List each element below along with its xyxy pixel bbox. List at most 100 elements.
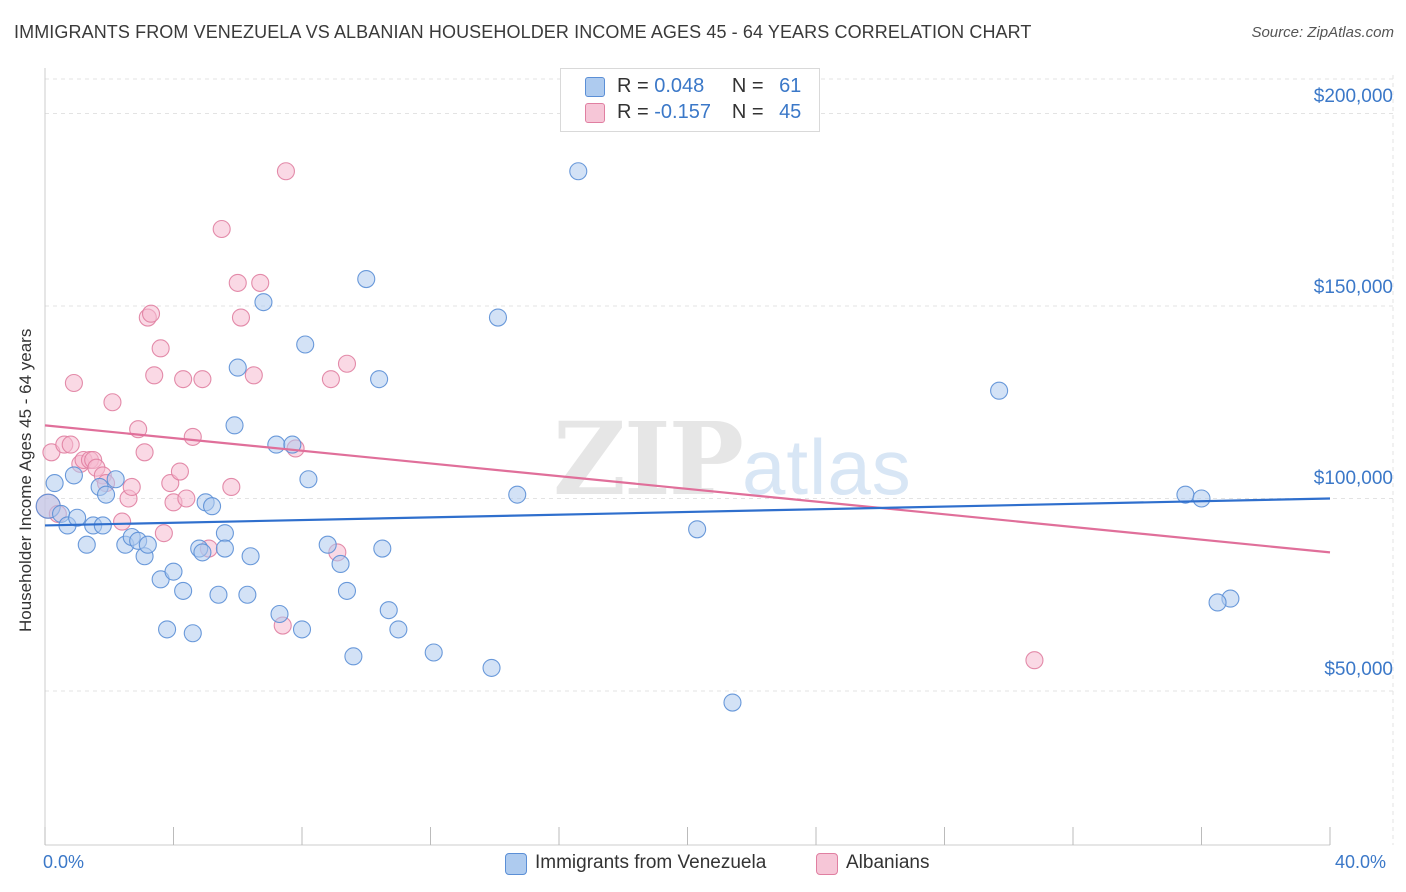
venezuela-point-21 xyxy=(183,624,202,643)
albanians-point-16 xyxy=(122,477,141,497)
albanians-point-27 xyxy=(177,489,196,508)
albanians-point-36 xyxy=(251,273,270,292)
venezuela-point-49 xyxy=(488,308,508,327)
albanians-point-40 xyxy=(321,370,340,389)
venezuela-point-50 xyxy=(482,658,501,677)
legend-item-swatch-albanians xyxy=(816,853,838,875)
venezuela-point-33 xyxy=(267,435,286,454)
venezuela-point-19 xyxy=(164,562,183,581)
legend-item-swatch-venezuela xyxy=(505,853,527,875)
venezuela-point-16 xyxy=(138,535,157,554)
albanians-points xyxy=(35,162,1044,670)
venezuela-point-20 xyxy=(174,581,193,600)
venezuela-point-54 xyxy=(723,693,742,712)
albanians-point-25 xyxy=(170,462,189,481)
albanians-point-33 xyxy=(228,273,247,292)
venezuela-point-47 xyxy=(389,620,408,639)
venezuela-point-26 xyxy=(209,585,228,604)
trend-lines xyxy=(44,424,1331,554)
venezuela-point-32 xyxy=(254,293,273,312)
gridlines xyxy=(45,75,1395,845)
n-value-albanians: 45 xyxy=(779,101,802,123)
venezuela-point-11 xyxy=(106,470,125,489)
venezuela-point-37 xyxy=(296,335,315,354)
albanians-point-18 xyxy=(135,443,154,462)
albanians-point-26 xyxy=(174,370,193,389)
venezuela-points xyxy=(35,162,1240,712)
venezuela-point-6 xyxy=(77,535,96,554)
venezuela-point-51 xyxy=(508,485,527,504)
correlation-legend: R = 0.048 N = 61 R = -0.157 N = 45 xyxy=(560,68,820,132)
venezuela-point-28 xyxy=(225,416,244,435)
venezuela-point-31 xyxy=(241,547,260,566)
albanians-point-28 xyxy=(183,427,202,446)
albanians-point-29 xyxy=(193,370,212,389)
y-tick-label-50000: $50,000 xyxy=(1324,659,1393,680)
albanians-point-34 xyxy=(231,308,251,327)
legend-swatch-albanians xyxy=(585,103,605,123)
legend-swatch-venezuela xyxy=(585,77,605,97)
venezuela-point-60 xyxy=(215,539,234,558)
axes xyxy=(44,68,1331,846)
albanians-point-44 xyxy=(1025,651,1044,670)
venezuela-point-59 xyxy=(1208,593,1227,612)
y-tick-label-200000: $200,000 xyxy=(1313,86,1393,107)
venezuela-point-1 xyxy=(45,474,64,493)
y-axis-label: Householder Income Ages 45 - 64 years xyxy=(16,328,35,632)
source-credit: Source: ZipAtlas.com xyxy=(1251,24,1394,41)
y-tick-label-100000: $100,000 xyxy=(1313,468,1393,489)
legend-stats-venezuela: R = 0.048 N = 61 xyxy=(617,75,802,97)
venezuela-point-45 xyxy=(373,539,392,558)
venezuela-point-4 xyxy=(64,466,83,485)
series-legend: Immigrants from Venezuela Albanians xyxy=(0,852,1406,878)
albanians-point-13 xyxy=(103,393,122,412)
albanians-point-22 xyxy=(154,524,173,543)
venezuela-point-52 xyxy=(569,162,588,181)
venezuela-point-29 xyxy=(228,358,247,377)
venezuela-point-25 xyxy=(203,497,222,516)
albanians-point-21 xyxy=(151,339,170,358)
venezuela-point-40 xyxy=(331,554,350,574)
albanians-point-32 xyxy=(222,477,241,497)
albanians-point-31 xyxy=(212,219,231,239)
x-tick-label-min: 0.0% xyxy=(43,852,85,872)
venezuela-point-27 xyxy=(215,524,234,543)
venezuela-point-18 xyxy=(158,620,177,639)
r-value-venezuela: 0.048 xyxy=(654,75,705,97)
chart-title: IMMIGRANTS FROM VENEZUELA VS ALBANIAN HO… xyxy=(14,22,1032,42)
venezuela-point-55 xyxy=(990,381,1009,400)
venezuela-point-53 xyxy=(688,520,707,539)
albanians-point-42 xyxy=(337,354,357,373)
venezuela-trend-line xyxy=(44,497,1331,527)
albanians-point-14 xyxy=(113,512,132,531)
venezuela-point-48 xyxy=(424,643,443,662)
albanians-point-23 xyxy=(161,474,180,493)
y-tick-label-150000: $150,000 xyxy=(1313,277,1393,298)
legend-item-label-albanians: Albanians xyxy=(846,852,930,873)
albanians-point-20 xyxy=(145,366,164,385)
venezuela-point-41 xyxy=(337,581,357,600)
venezuela-point-42 xyxy=(344,647,363,666)
albanians-point-43 xyxy=(141,304,161,323)
venezuela-point-46 xyxy=(379,601,398,620)
venezuela-point-5 xyxy=(68,508,87,527)
venezuela-point-57 xyxy=(1192,489,1211,508)
venezuela-point-10 xyxy=(96,485,116,504)
albanians-trend-line xyxy=(44,424,1331,554)
legend-item-label-venezuela: Immigrants from Venezuela xyxy=(535,852,767,873)
albanians-point-4 xyxy=(61,435,80,454)
albanians-point-5 xyxy=(64,373,83,393)
n-value-venezuela: 61 xyxy=(779,75,802,97)
venezuela-point-39 xyxy=(318,535,337,554)
y-axis-label-wrap: Householder Income Ages 45 - 64 years xyxy=(16,329,35,633)
venezuela-point-38 xyxy=(299,470,318,489)
venezuela-point-43 xyxy=(357,269,376,289)
r-value-albanians: -0.157 xyxy=(654,101,711,123)
venezuela-point-30 xyxy=(238,585,257,604)
albanians-point-35 xyxy=(244,366,263,385)
venezuela-point-23 xyxy=(193,543,212,562)
x-tick-label-max: 40.0% xyxy=(1335,852,1387,872)
albanians-point-38 xyxy=(276,162,295,181)
legend-stats-albanians: R = -0.157 N = 45 xyxy=(617,101,802,123)
